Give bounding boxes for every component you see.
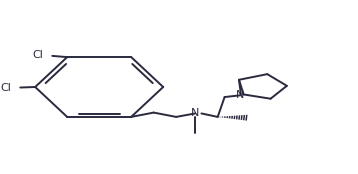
Text: Cl: Cl [1, 83, 12, 93]
Text: N: N [191, 108, 199, 118]
Text: N: N [236, 90, 245, 100]
Text: Cl: Cl [33, 50, 44, 60]
